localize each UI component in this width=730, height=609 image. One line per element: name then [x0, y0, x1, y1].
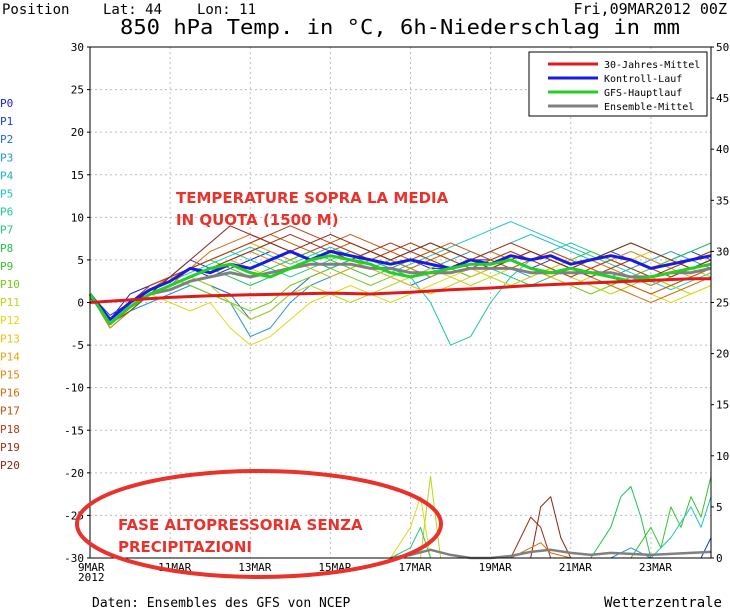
member-label: P9 [0, 260, 13, 273]
member-label: P7 [0, 224, 13, 237]
y-tick-label-right: 5 [716, 501, 723, 514]
member-temp-line [89, 259, 712, 320]
x-tick-label: 17MAR [399, 561, 432, 574]
legend-label: Kontroll-Lauf [604, 74, 682, 85]
precip-member-line [530, 496, 572, 559]
annotation-temp-line2: IN QUOTA (1500 M) [176, 211, 339, 229]
member-labels: P0 P1 P2 P3 P4 P5 P6 P7 P8 P9 P10 P11 P12 P13 P14 P15 P1… [0, 97, 20, 472]
lon-label: Lon: 11 [197, 2, 256, 18]
precip-member-line [510, 516, 552, 559]
member-temp-line [89, 233, 712, 320]
annotations: TEMPERATURE SOPRA LA MEDIA IN QUOTA (150… [75, 189, 449, 579]
right-y-axis: 0 5 10 15 20 25 30 35 40 45 50 [711, 41, 729, 565]
y-tick-label-right: 15 [716, 399, 729, 412]
x-tick-label: 9MAR [78, 561, 105, 574]
y-tick-label-left: 0 [77, 297, 84, 310]
y-tick-label-right: 35 [716, 194, 729, 207]
grid-lines [89, 46, 711, 559]
y-tick-label-left: 15 [71, 169, 84, 182]
x-tick-label: 23MAR [639, 561, 672, 574]
precip-member-line [510, 542, 571, 559]
y-tick-label-right: 20 [716, 348, 729, 361]
y-tick-label-right: 40 [716, 143, 729, 156]
position-label: Position [2, 2, 69, 18]
x-tick-label-year: 2012 [78, 571, 105, 584]
precip-member-line [681, 537, 712, 559]
y-tick-label-right: 0 [716, 552, 723, 565]
date-label: Fri,09MAR2012 00Z [573, 0, 727, 18]
member-label: P4 [0, 169, 14, 182]
member-label: P17 [0, 405, 20, 418]
precip-member-line [650, 496, 712, 559]
precip-member-line [630, 476, 712, 559]
legend: 30-Jahres-Mittel Kontroll-Lauf GFS-Hauptla… [528, 51, 708, 117]
y-tick-label-left: -10 [64, 382, 84, 395]
legend-label: 30-Jahres-Mittel [604, 60, 700, 71]
y-tick-label-right: 10 [716, 450, 729, 463]
x-tick-label: 13MAR [238, 561, 271, 574]
legend-label: GFS-Hauptlauf [604, 88, 682, 99]
member-series [89, 221, 712, 346]
y-tick-label-right: 45 [716, 92, 729, 105]
main-series [88, 249, 712, 326]
y-tick-label-left: -20 [64, 467, 84, 480]
lat-label: Lat: 44 [103, 2, 162, 18]
member-label: P5 [0, 188, 13, 201]
chart-title: 850 hPa Temp. in °C, 6h-Niederschlag in … [120, 15, 680, 39]
brand-label: Wetterzentrale [604, 595, 722, 609]
climatology-line [89, 277, 711, 304]
member-temp-line [89, 225, 712, 320]
y-tick-label-right: 30 [716, 245, 729, 258]
control-run-line [88, 249, 712, 321]
member-label: P18 [0, 423, 20, 436]
member-label: P20 [0, 459, 20, 472]
x-tick-label: 19MAR [479, 561, 512, 574]
y-tick-label-left: 25 [71, 84, 84, 97]
member-label: P13 [0, 332, 20, 345]
source-label: Daten: Ensembles des GFS von NCEP [92, 596, 350, 609]
y-tick-label-right: 50 [716, 41, 729, 54]
precip-member-line [590, 486, 652, 559]
member-label: P10 [0, 278, 20, 291]
member-label: P11 [0, 296, 20, 309]
annotation-temp-line1: TEMPERATURE SOPRA LA MEDIA [176, 189, 449, 207]
member-label: P14 [0, 350, 20, 363]
y-tick-label-left: -15 [64, 424, 84, 437]
annotation-precip-line2: PRECIPITAZIONI [118, 538, 252, 556]
member-label: P8 [0, 242, 13, 255]
annotation-ellipse [75, 469, 443, 579]
member-temp-line [89, 221, 712, 325]
precip-member-line [410, 475, 451, 559]
ensemble-mean-line [88, 262, 712, 326]
member-label: P0 [0, 97, 13, 110]
x-tick-label: 21MAR [559, 561, 592, 574]
member-label: P1 [0, 115, 13, 128]
member-label: P12 [0, 314, 20, 327]
legend-label: Ensemble-Mittel [604, 102, 694, 113]
y-tick-label-right: 25 [716, 297, 729, 310]
y-tick-label-left: 5 [77, 254, 84, 267]
member-label: P16 [0, 387, 20, 400]
annotation-precip-line1: FASE ALTOPRESSORIA SENZA [118, 516, 363, 534]
precip-member-line [390, 526, 431, 559]
y-tick-label-left: -5 [71, 339, 84, 352]
y-tick-label-left: -30 [64, 552, 84, 565]
member-label: P19 [0, 441, 20, 454]
precip-mean-line [390, 548, 712, 560]
member-label: P15 [0, 369, 20, 382]
member-label: P3 [0, 151, 13, 164]
member-label: P2 [0, 133, 13, 146]
member-label: P6 [0, 206, 13, 219]
y-tick-label-left: 30 [71, 41, 84, 54]
y-tick-label-left: 20 [71, 126, 84, 139]
gfs-main-line [88, 254, 712, 326]
y-tick-label-left: 10 [71, 211, 84, 224]
